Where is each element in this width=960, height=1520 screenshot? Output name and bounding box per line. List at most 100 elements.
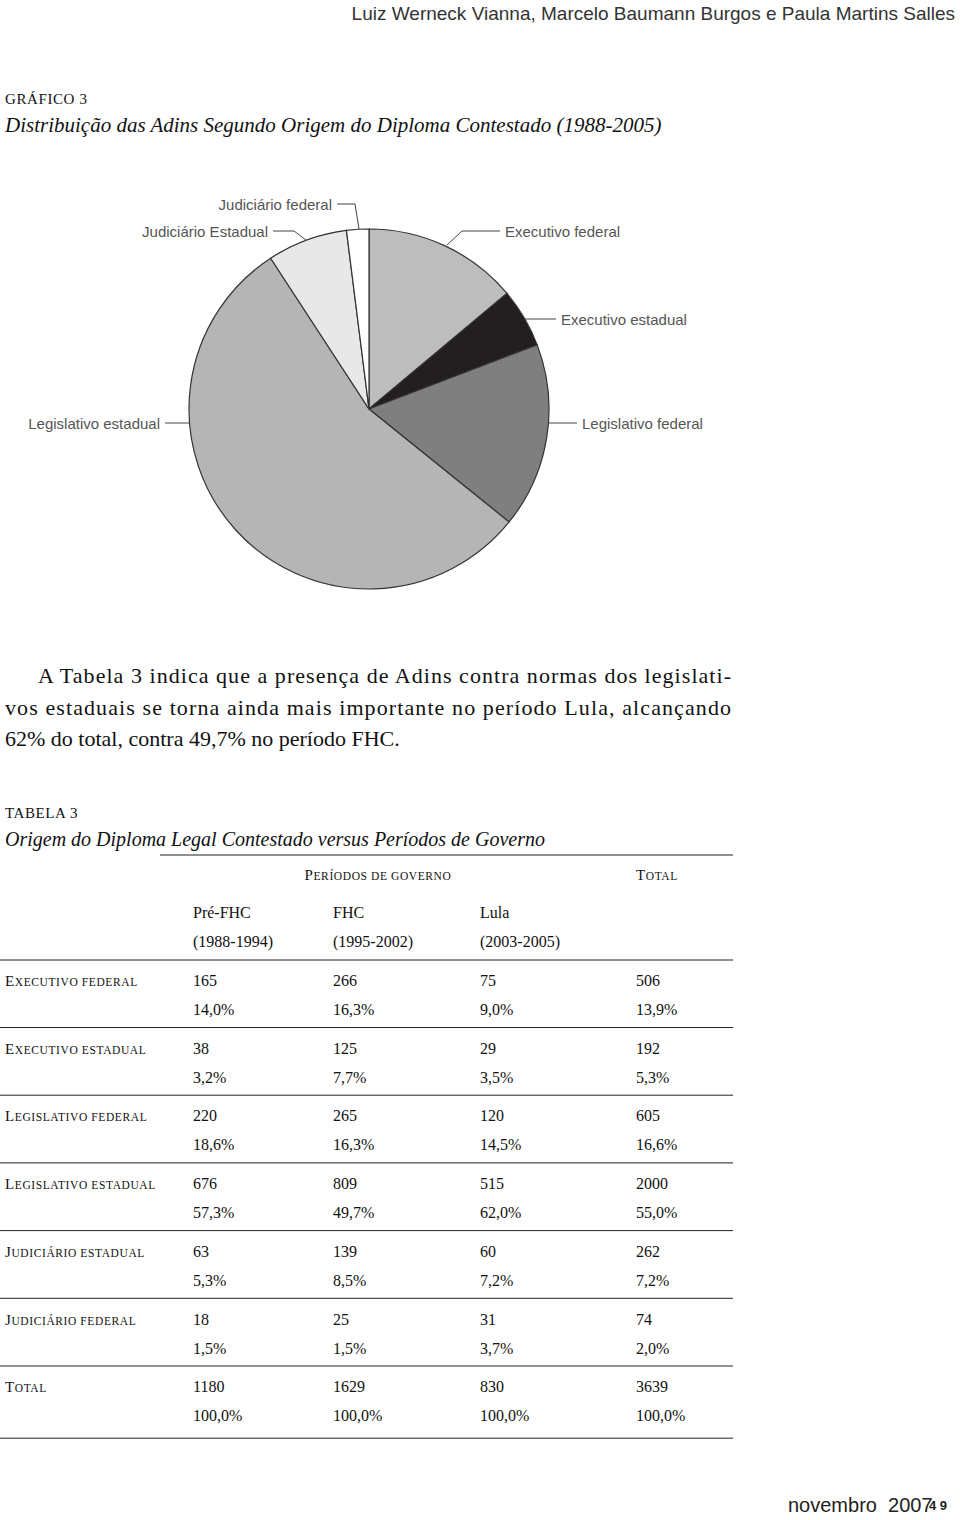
cell-percent: 8,5% bbox=[333, 1272, 366, 1289]
cell-percent: 16,3% bbox=[333, 1136, 374, 1153]
page: Luiz Werneck Vianna, Marcelo Baumann Bur… bbox=[0, 0, 960, 1520]
row-label: LEGISLATIVO ESTADUAL bbox=[5, 1176, 156, 1192]
cell-percent: 55,0% bbox=[636, 1204, 677, 1221]
cell-percent: 3,2% bbox=[193, 1069, 226, 1086]
row-label: TOTAL bbox=[5, 1379, 47, 1395]
cell-count: 265 bbox=[333, 1107, 357, 1124]
cell-count: 63 bbox=[193, 1243, 209, 1260]
table-rule bbox=[0, 1230, 733, 1231]
cell-count: 1180 bbox=[193, 1378, 224, 1395]
leader-line bbox=[165, 423, 190, 424]
cell-count: 809 bbox=[333, 1175, 357, 1192]
table-rule bbox=[0, 960, 733, 961]
cell-percent: 16,6% bbox=[636, 1136, 677, 1153]
leader-line bbox=[273, 231, 306, 240]
cell-count: 38 bbox=[193, 1040, 209, 1057]
row-label: JUDICIÁRIO FEDERAL bbox=[5, 1312, 136, 1328]
cell-percent: 13,9% bbox=[636, 1001, 677, 1018]
pie bbox=[189, 229, 549, 589]
paragraph-line: A Tabela 3 indica que a presença de Adin… bbox=[38, 663, 731, 688]
figure-label: GRÁFICO 3 bbox=[5, 91, 88, 107]
table-rule bbox=[0, 1027, 733, 1028]
cell-count: 18 bbox=[193, 1311, 209, 1328]
cell-count: 1629 bbox=[333, 1378, 365, 1395]
cell-percent: 18,6% bbox=[193, 1136, 234, 1153]
period-name: FHC bbox=[333, 904, 364, 921]
cell-count: 192 bbox=[636, 1040, 660, 1057]
cell-percent: 7,7% bbox=[333, 1069, 366, 1086]
cell-percent: 14,5% bbox=[480, 1136, 521, 1153]
cell-percent: 100,0% bbox=[480, 1407, 529, 1424]
table-rule bbox=[0, 1095, 733, 1096]
period-years: (2003-2005) bbox=[480, 933, 560, 951]
cell-percent: 5,3% bbox=[193, 1272, 226, 1289]
cell-percent: 1,5% bbox=[333, 1340, 366, 1357]
cell-percent: 62,0% bbox=[480, 1204, 521, 1221]
cell-count: 74 bbox=[636, 1311, 652, 1328]
cell-percent: 3,5% bbox=[480, 1069, 513, 1086]
cell-count: 220 bbox=[193, 1107, 217, 1124]
cell-count: 605 bbox=[636, 1107, 660, 1124]
chart-title: Distribuição das Adins Segundo Origem do… bbox=[4, 113, 661, 137]
slice-label: Judiciário Estadual bbox=[142, 223, 268, 240]
cell-percent: 5,3% bbox=[636, 1069, 669, 1086]
row-label: EXECUTIVO FEDERAL bbox=[5, 973, 138, 989]
leader-line bbox=[548, 423, 577, 424]
leader-line bbox=[447, 231, 500, 245]
footer-date: novembro 2007 bbox=[788, 1494, 933, 1516]
paragraph-line: 62% do total, contra 49,7% no período FH… bbox=[5, 726, 400, 751]
cell-percent: 100,0% bbox=[193, 1407, 242, 1424]
cell-percent: 7,2% bbox=[480, 1272, 513, 1289]
cell-count: 120 bbox=[480, 1107, 504, 1124]
row-label: LEGISLATIVO FEDERAL bbox=[5, 1108, 147, 1124]
group-header: PERÍODOS DE GOVERNO bbox=[305, 867, 452, 883]
cell-percent: 16,3% bbox=[333, 1001, 374, 1018]
cell-percent: 3,7% bbox=[480, 1340, 513, 1357]
slice-label: Executivo federal bbox=[505, 223, 620, 240]
cell-count: 506 bbox=[636, 972, 660, 989]
slice-label: Legislativo estadual bbox=[28, 415, 160, 432]
cell-count: 60 bbox=[480, 1243, 496, 1260]
table-rule bbox=[0, 1366, 733, 1367]
table-rule bbox=[0, 1298, 733, 1299]
table-title: Origem do Diploma Legal Contestado versu… bbox=[5, 828, 545, 851]
cell-percent: 2,0% bbox=[636, 1340, 669, 1357]
cell-percent: 57,3% bbox=[193, 1204, 234, 1221]
period-years: (1995-2002) bbox=[333, 933, 413, 951]
cell-count: 125 bbox=[333, 1040, 357, 1057]
paragraph-line: vos estaduais se torna ainda mais import… bbox=[5, 695, 731, 720]
cell-count: 676 bbox=[193, 1175, 217, 1192]
leader-line bbox=[337, 204, 359, 229]
cell-percent: 100,0% bbox=[636, 1407, 685, 1424]
cell-count: 262 bbox=[636, 1243, 660, 1260]
period-years: (1988-1994) bbox=[193, 933, 273, 951]
row-label: JUDICIÁRIO ESTADUAL bbox=[5, 1244, 145, 1260]
cell-percent: 100,0% bbox=[333, 1407, 382, 1424]
cell-count: 31 bbox=[480, 1311, 496, 1328]
cell-percent: 1,5% bbox=[193, 1340, 226, 1357]
table-rule bbox=[160, 855, 733, 856]
cell-percent: 14,0% bbox=[193, 1001, 234, 1018]
slice-label: Judiciário federal bbox=[219, 196, 332, 213]
page-number: 4 9 bbox=[929, 1498, 947, 1513]
cell-percent: 49,7% bbox=[333, 1204, 374, 1221]
cell-percent: 9,0% bbox=[480, 1001, 513, 1018]
total-header: TOTAL bbox=[636, 867, 678, 883]
leader-line bbox=[524, 319, 556, 320]
cell-count: 165 bbox=[193, 972, 217, 989]
table-rule bbox=[0, 1438, 733, 1439]
table-rule bbox=[0, 1162, 733, 1163]
pie-slice bbox=[346, 229, 369, 409]
cell-count: 266 bbox=[333, 972, 357, 989]
row-label: EXECUTIVO ESTADUAL bbox=[5, 1041, 146, 1057]
table-label: TABELA 3 bbox=[5, 805, 78, 821]
cell-count: 3639 bbox=[636, 1378, 668, 1395]
cell-count: 2000 bbox=[636, 1175, 668, 1192]
cell-percent: 7,2% bbox=[636, 1272, 669, 1289]
cell-count: 75 bbox=[480, 972, 496, 989]
cell-count: 29 bbox=[480, 1040, 496, 1057]
cell-count: 830 bbox=[480, 1378, 504, 1395]
slice-label: Legislativo federal bbox=[582, 415, 703, 432]
running-header: Luiz Werneck Vianna, Marcelo Baumann Bur… bbox=[352, 3, 955, 24]
cell-count: 515 bbox=[480, 1175, 504, 1192]
